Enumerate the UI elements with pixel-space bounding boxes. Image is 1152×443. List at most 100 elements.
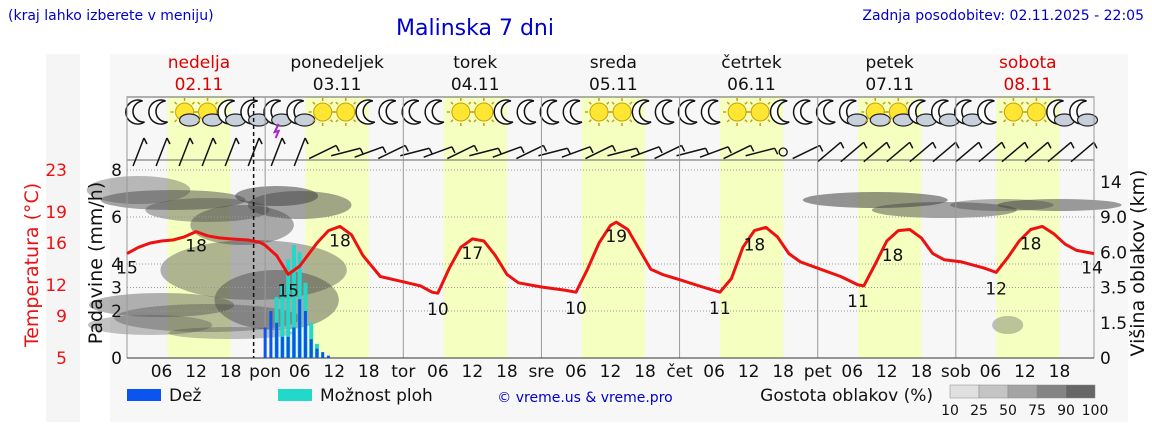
cloud-density-blob <box>992 316 1024 334</box>
density-legend-swatch <box>949 384 980 399</box>
moon-icon <box>125 99 145 125</box>
temperature-value-label: 17 <box>462 244 484 264</box>
x-tick-label: 12 <box>185 362 207 382</box>
wind-barb-icon <box>178 137 191 167</box>
wind-barb-flag-icon <box>473 145 479 152</box>
moon-icon <box>516 99 537 125</box>
moon-icon <box>769 99 790 125</box>
sun-icon <box>727 102 747 122</box>
sun-ray-icon <box>335 119 339 123</box>
sun-ray-icon <box>749 119 753 123</box>
wind-barb-icon <box>400 147 430 157</box>
x-tick-label: čet <box>666 362 693 382</box>
x-tick-label: 18 <box>772 362 794 382</box>
temperature-value-label: 14 <box>1081 259 1103 279</box>
wind-barb-flag-icon <box>359 147 364 155</box>
temperature-value-label: 11 <box>847 292 869 312</box>
density-legend-tick: 25 <box>970 403 988 419</box>
sun-ray-icon <box>450 101 454 105</box>
rain-bar <box>298 299 302 358</box>
sun-ray-icon <box>1020 119 1024 123</box>
wind-barb-flag-icon <box>235 137 240 145</box>
temperature-value-label: 15 <box>116 259 138 279</box>
wind-barb-flag-icon <box>1024 142 1029 149</box>
sun-ray-icon <box>197 119 201 123</box>
wind-barb-icon <box>293 137 306 167</box>
day-date: 05.11 <box>589 75 638 95</box>
wind-barb-flag-icon <box>212 137 217 145</box>
sun-ray-icon <box>468 101 472 105</box>
wind-barb-flag-icon <box>1001 142 1006 149</box>
moon-icon <box>677 99 698 125</box>
moon-icon <box>815 99 836 125</box>
wind-barb-flag-icon <box>304 137 309 145</box>
precipitation-tick: 4 <box>111 255 122 275</box>
cloud-density-blob <box>247 191 352 219</box>
day-name: torek <box>453 53 497 73</box>
day-date: 07.11 <box>865 75 914 95</box>
rain-bar <box>275 322 279 358</box>
temperature-value-label: 12 <box>985 279 1007 299</box>
x-tick-label: 18 <box>911 362 933 382</box>
x-tick-label: 12 <box>876 362 898 382</box>
shower-bar <box>291 245 296 358</box>
precipitation-tick: 8 <box>111 161 122 181</box>
cloud-height-axis-label: Višina oblakov (km) <box>1127 170 1149 357</box>
temperature-tick: 5 <box>56 349 67 369</box>
density-legend-label: Gostota oblakov (%) <box>760 386 933 406</box>
cloud-icon <box>846 113 868 127</box>
sun-ray-icon <box>864 101 869 105</box>
density-legend-swatch <box>1036 384 1067 399</box>
wind-barb-flag-icon <box>635 147 641 155</box>
sun-ray-icon <box>191 101 195 105</box>
temperature-value-label: 18 <box>185 237 207 257</box>
sun-icon <box>313 102 333 122</box>
sun-ray-icon <box>611 101 615 105</box>
temperature-tick: 9 <box>56 307 67 327</box>
wind-barb-icon <box>377 144 406 160</box>
day-name: nedelja <box>168 53 230 73</box>
sun-ray-icon <box>468 119 472 123</box>
sun-ray-icon <box>606 101 610 105</box>
x-tick-label: 12 <box>1014 362 1036 382</box>
cloud-density-blob <box>997 199 1122 211</box>
wind-barb-icon <box>561 146 591 158</box>
rain-bar <box>326 355 330 358</box>
moon-icon <box>401 99 422 125</box>
wind-barb-flag-icon <box>840 142 845 149</box>
region-hint[interactable]: (kraj lahko izberete v meniju) <box>8 8 214 24</box>
wind-barb-icon <box>516 144 544 160</box>
temperature-line <box>126 220 1095 295</box>
day-date: 03.11 <box>313 75 362 95</box>
x-tick-label: 06 <box>289 362 311 382</box>
sun-ray-icon <box>1026 119 1030 123</box>
x-tick-label: 18 <box>1049 362 1071 382</box>
temperature-axis-label: Temperatura (°C) <box>21 183 43 348</box>
wind-barb-icon <box>909 141 934 163</box>
wind-barb-icon <box>132 137 145 167</box>
x-tick-label: 06 <box>427 362 449 382</box>
sun-ray-icon <box>1002 101 1007 105</box>
wind-barb-flag-icon <box>727 146 732 154</box>
wind-barb-icon <box>676 147 706 157</box>
moon-icon <box>148 99 168 125</box>
sun-ray-icon <box>749 101 753 105</box>
wind-barb-icon <box>270 137 283 167</box>
daylight-band <box>996 97 1060 358</box>
wind-barb-icon <box>817 141 842 163</box>
daylight-band <box>581 97 646 358</box>
x-tick-label: 12 <box>600 362 622 382</box>
shower-bar <box>286 259 291 358</box>
wind-barb-icon <box>932 141 957 163</box>
sun-ray-icon <box>882 101 886 105</box>
sun-ray-icon <box>744 101 748 105</box>
cloud-density-blob <box>87 315 213 335</box>
rain-bar <box>292 327 296 358</box>
day-name: četrtek <box>721 53 782 73</box>
credit-link[interactable]: © vreme.us & vreme.pro <box>497 390 672 406</box>
sun-ray-icon <box>329 101 334 105</box>
wind-barb-icon <box>201 137 214 167</box>
sun-icon <box>474 102 494 122</box>
sun-ray-icon <box>887 101 892 105</box>
wind-barb-flag-icon <box>520 146 525 154</box>
